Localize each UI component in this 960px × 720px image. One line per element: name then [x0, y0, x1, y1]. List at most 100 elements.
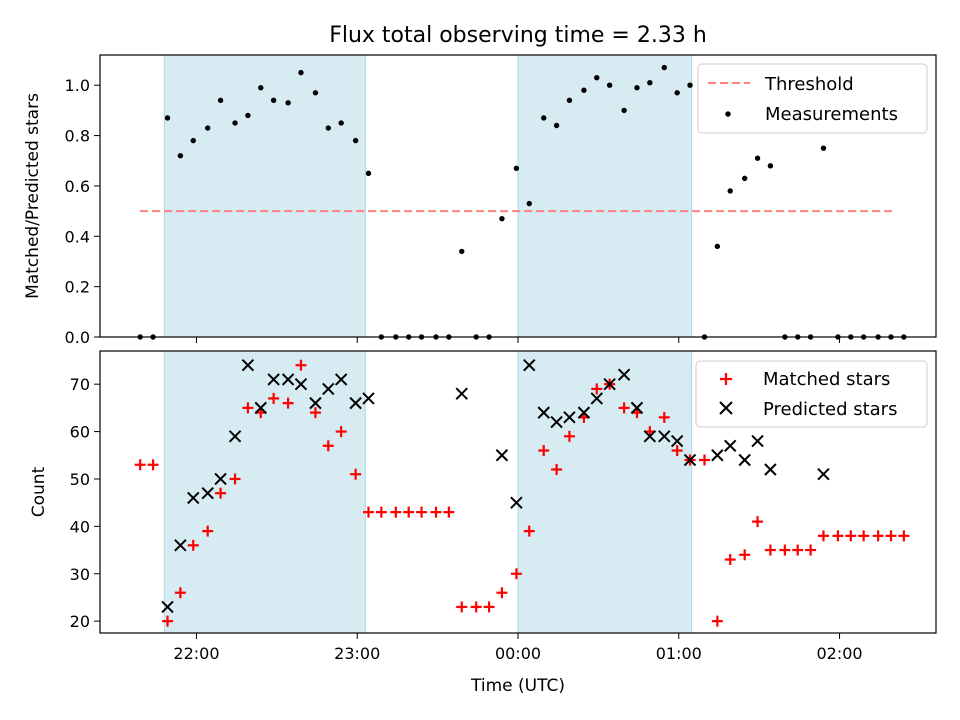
- predicted-star-point-stroke: [455, 387, 468, 400]
- matched-star-point: [898, 530, 910, 542]
- matched-star-point: [295, 359, 307, 371]
- matched-star-point: [563, 430, 575, 442]
- matched-star-point: [362, 506, 374, 518]
- predicted-star-point-stroke: [187, 491, 200, 505]
- predicted-star-point: [724, 439, 737, 452]
- predicted-star-point-stroke: [201, 486, 214, 500]
- measurement-point: [820, 145, 827, 151]
- matched-star-point: [309, 407, 321, 419]
- measurement-point: [594, 74, 600, 81]
- predicted-star-point: [590, 392, 603, 405]
- predicted-star-point: [603, 377, 616, 391]
- matched-star-point: [817, 530, 829, 542]
- predicted-star-point-stroke: [563, 411, 576, 424]
- predicted-star-point-stroke: [670, 434, 684, 448]
- predicted-star-point-stroke: [658, 430, 671, 443]
- predicted-star-point: [334, 373, 348, 386]
- matched-star-point: [390, 506, 402, 518]
- predicted-star-point: [161, 600, 174, 614]
- predicted-star-point: [309, 396, 322, 410]
- matched-star-point: [872, 530, 884, 542]
- bottom-x-axis: 22:00 23:00 00:00 01:00 02:00: [173, 633, 863, 663]
- top-panel: 0.0 0.2 0.4 0.6 0.8 1.0 Matched/Predicted sta…: [23, 54, 937, 347]
- measurement-point: [621, 107, 627, 114]
- predicted-star-point: [658, 430, 671, 443]
- predicted-star-point-stroke: [281, 373, 295, 386]
- y-tick-label: 0.0: [65, 328, 90, 347]
- predicted-star-point-stroke: [362, 392, 375, 405]
- measurement-point: [177, 153, 184, 159]
- measurement-point: [647, 79, 653, 86]
- bottom-panel: 20 30 40 50 60 70 22:00 23:00 00:00 01:00 02:00 C…: [29, 350, 937, 696]
- predicted-star-point: [362, 392, 375, 405]
- predicted-star-point-stroke: [228, 430, 242, 443]
- top-shaded-intervals: [163, 54, 693, 338]
- predicted-star-point: [630, 401, 644, 415]
- predicted-star-point-stroke: [751, 434, 764, 448]
- measurement-point: [245, 112, 251, 119]
- matched-star-point: [187, 539, 199, 551]
- measurement-point: [727, 188, 733, 194]
- matched-star-point: [470, 601, 482, 613]
- matched-star-point: [523, 525, 535, 537]
- legend-predicted-swatch: [719, 401, 733, 415]
- matched-star-point: [134, 459, 146, 471]
- matched-star-point: [832, 530, 844, 542]
- predicted-star-point: [711, 449, 724, 462]
- measurement-point: [298, 69, 304, 76]
- predicted-star-point-stroke: [711, 449, 724, 462]
- y-tick-label: 50: [70, 470, 90, 489]
- matched-star-point: [416, 506, 428, 518]
- matched-star-point: [658, 411, 670, 423]
- matched-star-point: [858, 530, 870, 542]
- matched-star-point: [375, 506, 387, 518]
- predicted-star-point: [241, 359, 255, 372]
- matched-star-points: [134, 359, 910, 627]
- legend-matched-swatch: [720, 373, 732, 385]
- shaded-interval: [517, 350, 693, 634]
- matched-star-point: [174, 587, 186, 599]
- predicted-star-point: [267, 373, 280, 386]
- predicted-star-point-stroke: [537, 406, 550, 419]
- matched-star-point: [618, 402, 630, 414]
- predicted-star-point-stroke: [322, 382, 335, 396]
- predicted-star-point: [643, 430, 657, 443]
- matched-star-point: [162, 615, 174, 627]
- predicted-star-point: [455, 387, 468, 400]
- matched-star-point: [845, 530, 857, 542]
- matched-star-point: [430, 506, 442, 518]
- predicted-star-point-stroke: [817, 468, 830, 481]
- measurement-point: [741, 175, 748, 182]
- matched-star-point: [147, 459, 159, 471]
- predicted-star-point: [187, 491, 200, 505]
- matched-star-point: [215, 487, 227, 499]
- top-y-axis-label: Matched/Predicted stars: [23, 93, 43, 299]
- matched-star-point: [229, 473, 241, 485]
- legend-measurement-swatch: [725, 111, 731, 117]
- measurement-point: [541, 115, 547, 121]
- matched-star-point: [403, 506, 415, 518]
- predicted-star-point: [751, 434, 764, 448]
- predicted-star-point-stroke: [630, 401, 644, 415]
- bottom-shaded-intervals: [163, 350, 693, 634]
- matched-star-point: [496, 587, 508, 599]
- matched-star-point: [268, 392, 280, 404]
- bottom-y-axis: 20 30 40 50 60 70: [70, 375, 100, 631]
- matched-star-point: [805, 544, 817, 556]
- measurement-point: [270, 97, 277, 104]
- shaded-interval: [163, 54, 366, 338]
- predicted-star-point-stroke: [334, 373, 348, 386]
- shaded-interval: [517, 54, 693, 338]
- legend-predicted-label: Predicted stars: [763, 399, 897, 420]
- predicted-star-point-stroke: [643, 430, 657, 443]
- measurement-point: [513, 165, 520, 172]
- bottom-y-axis-label: Count: [29, 466, 49, 517]
- measurement-point: [687, 82, 693, 88]
- predicted-star-point-stroke: [550, 415, 563, 429]
- predicted-star-point-stroke: [254, 401, 267, 415]
- y-tick-label: 0.6: [65, 177, 90, 196]
- y-tick-label: 30: [70, 565, 90, 584]
- legend-measurement-label: Measurements: [765, 104, 898, 125]
- predicted-star-point-stroke: [267, 373, 280, 386]
